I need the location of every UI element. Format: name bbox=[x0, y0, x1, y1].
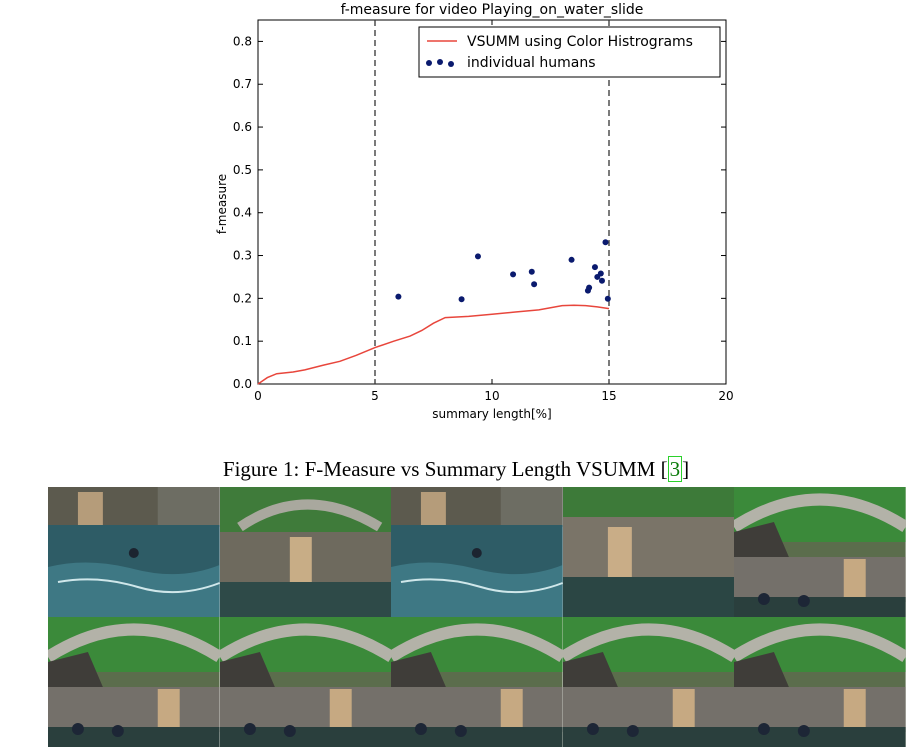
legend-dot-swatch bbox=[448, 61, 454, 67]
chart-title: f-measure for video Playing_on_water_sli… bbox=[341, 2, 644, 18]
keyframe-image bbox=[562, 617, 735, 747]
x-tick-label: 5 bbox=[371, 389, 379, 403]
scatter-point bbox=[604, 295, 611, 302]
x-tick-label: 15 bbox=[601, 389, 616, 403]
keyframe-image bbox=[734, 617, 906, 747]
scatter-point bbox=[528, 268, 535, 275]
scatter-point bbox=[395, 293, 402, 300]
y-axis-label: f-measure bbox=[215, 174, 229, 234]
caption-text: Figure 1: F-Measure vs Summary Length VS… bbox=[222, 457, 668, 481]
scatter-point bbox=[531, 281, 538, 288]
x-tick-label: 0 bbox=[254, 389, 262, 403]
scatter-point bbox=[591, 264, 598, 271]
keyframe-thumbnail bbox=[48, 617, 220, 747]
keyframe-grid bbox=[48, 487, 906, 747]
scatter-point bbox=[602, 239, 609, 246]
legend-dot-swatch bbox=[437, 59, 443, 65]
scatter-point bbox=[586, 284, 593, 291]
keyframe-thumbnail bbox=[391, 487, 563, 617]
keyframe-image bbox=[391, 487, 563, 617]
keyframe-thumbnail bbox=[562, 617, 735, 747]
figure-chart: f-measure for video Playing_on_water_sli… bbox=[215, 2, 734, 421]
y-tick-label: 0.1 bbox=[233, 334, 252, 348]
keyframe-image bbox=[48, 617, 220, 747]
scatter-point bbox=[510, 271, 517, 278]
scatter-point bbox=[598, 277, 605, 284]
keyframe-image bbox=[219, 487, 392, 617]
figure-caption: Figure 1: F-Measure vs Summary Length VS… bbox=[0, 456, 912, 482]
caption-close: ] bbox=[682, 457, 690, 481]
legend-dot-swatch bbox=[426, 60, 432, 66]
y-tick-label: 0.2 bbox=[233, 291, 252, 305]
keyframe-image bbox=[48, 487, 220, 617]
legend-label-line: VSUMM using Color Histrograms bbox=[467, 34, 693, 50]
legend: VSUMM using Color Histrograms individual… bbox=[418, 26, 721, 78]
keyframe-thumbnail bbox=[219, 617, 392, 747]
keyframe-image bbox=[391, 617, 563, 747]
x-tick-label: 20 bbox=[718, 389, 733, 403]
y-tick-label: 0.8 bbox=[233, 34, 252, 48]
keyframe-image bbox=[734, 487, 906, 617]
keyframe-thumbnail bbox=[734, 487, 906, 617]
y-tick-label: 0.5 bbox=[233, 163, 252, 177]
keyframe-thumbnail bbox=[391, 617, 563, 747]
keyframe-image bbox=[562, 487, 735, 617]
scatter-point bbox=[568, 256, 575, 263]
plot-area: 0 5 10 15 20 0.0 0.1 0.2 0.3 0.4 0.5 0.6 0.7 0.8 bbox=[233, 19, 734, 403]
x-tick-label: 10 bbox=[484, 389, 499, 403]
scatter-point bbox=[474, 253, 481, 260]
keyframe-image bbox=[219, 617, 392, 747]
legend-box bbox=[418, 26, 721, 78]
keyframe-thumbnail bbox=[734, 617, 906, 747]
x-axis-label: summary length[%] bbox=[432, 407, 551, 421]
y-tick-label: 0.3 bbox=[233, 249, 252, 263]
keyframe-thumbnail bbox=[562, 487, 735, 617]
scatter-point bbox=[597, 270, 604, 277]
y-tick-label: 0.4 bbox=[233, 206, 252, 220]
scatter-point bbox=[458, 296, 465, 303]
legend-label-scatter: individual humans bbox=[467, 55, 596, 71]
y-tick-label: 0.6 bbox=[233, 120, 252, 134]
y-tick-label: 0.7 bbox=[233, 77, 252, 91]
keyframe-thumbnail bbox=[219, 487, 392, 617]
series-line-vsumm bbox=[257, 304, 610, 385]
keyframe-thumbnail bbox=[48, 487, 220, 617]
y-tick-label: 0.0 bbox=[233, 377, 252, 391]
citation-link[interactable]: 3 bbox=[667, 456, 683, 482]
